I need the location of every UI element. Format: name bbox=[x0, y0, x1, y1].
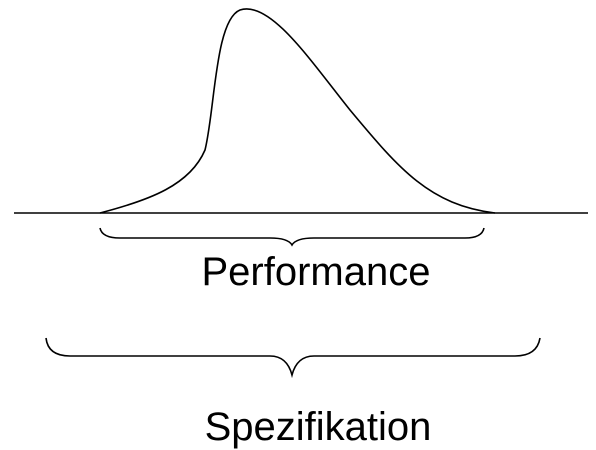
distribution-curve bbox=[99, 8, 496, 214]
inner-label: Performance bbox=[202, 250, 431, 294]
inner-brace bbox=[99, 227, 485, 247]
outer-brace bbox=[45, 337, 541, 379]
outer-label: Spezifikation bbox=[205, 405, 432, 449]
